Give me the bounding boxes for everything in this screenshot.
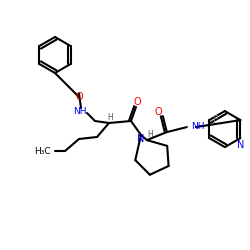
Text: H: H [107, 114, 113, 122]
Text: O: O [154, 107, 162, 117]
Text: N: N [137, 134, 145, 144]
Text: H₃C: H₃C [34, 146, 51, 156]
Text: F: F [214, 115, 219, 125]
Text: O: O [133, 97, 141, 107]
Text: H: H [147, 130, 153, 138]
Text: N: N [237, 140, 244, 150]
Text: O: O [75, 92, 83, 102]
Text: NH: NH [191, 122, 204, 130]
Text: NH: NH [73, 106, 87, 116]
